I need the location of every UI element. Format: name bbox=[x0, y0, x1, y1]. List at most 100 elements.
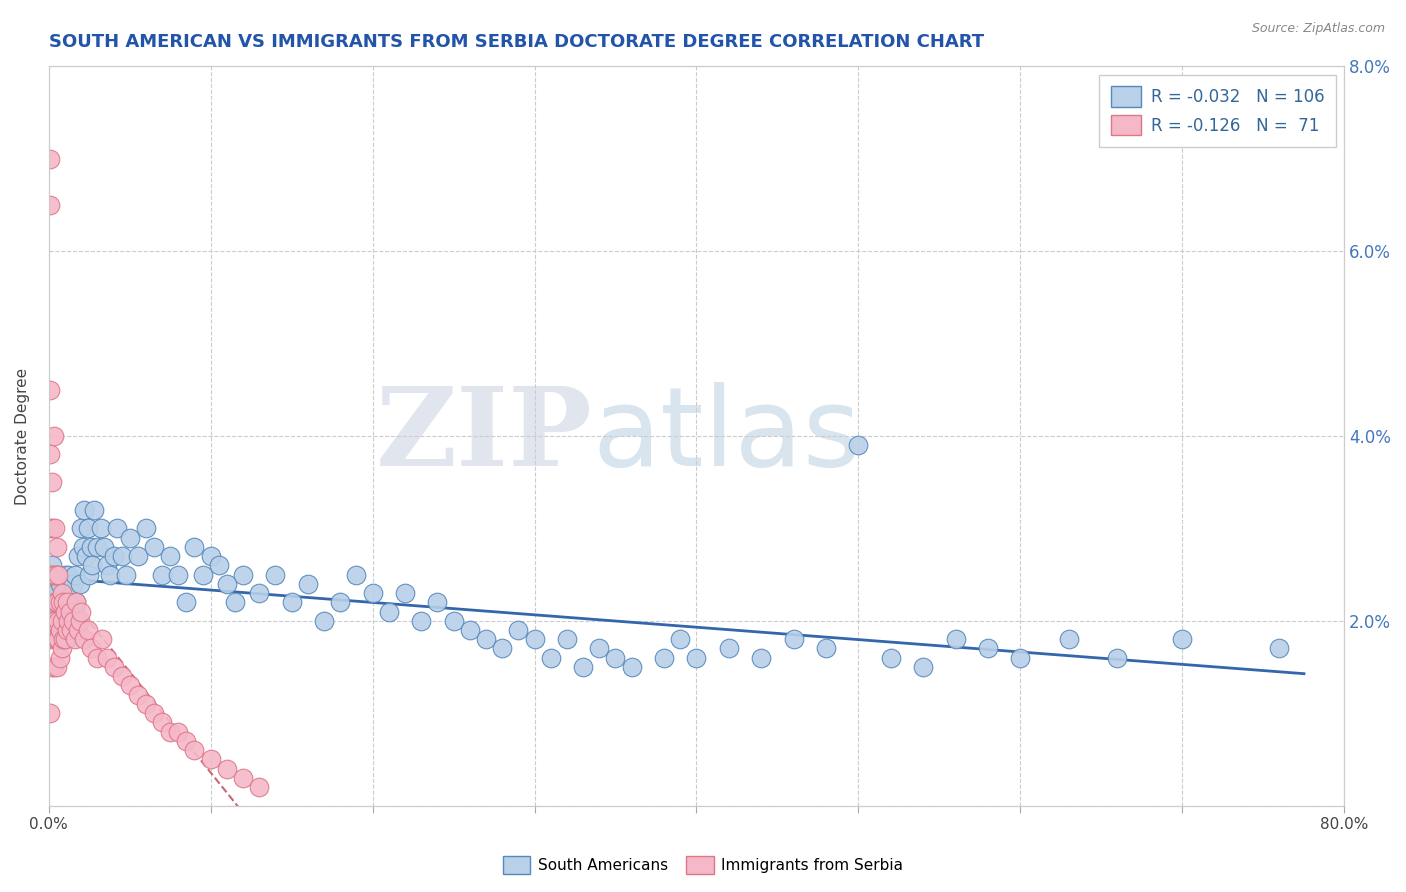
Point bbox=[76, 623, 98, 637]
Point bbox=[44, 521, 66, 535]
Point bbox=[159, 724, 181, 739]
Point bbox=[49, 650, 72, 665]
Point bbox=[72, 540, 94, 554]
Point bbox=[53, 614, 76, 628]
Point bbox=[523, 632, 546, 647]
Point bbox=[605, 650, 627, 665]
Point bbox=[42, 614, 65, 628]
Point bbox=[782, 632, 804, 647]
Point bbox=[65, 595, 87, 609]
Point bbox=[96, 558, 118, 573]
Point bbox=[150, 567, 173, 582]
Point bbox=[880, 650, 903, 665]
Text: ZIP: ZIP bbox=[375, 383, 593, 490]
Point bbox=[42, 567, 65, 582]
Point bbox=[167, 724, 190, 739]
Point bbox=[60, 623, 83, 637]
Point bbox=[491, 641, 513, 656]
Point bbox=[75, 549, 97, 563]
Point bbox=[56, 614, 79, 628]
Point bbox=[90, 521, 112, 535]
Point bbox=[183, 743, 205, 757]
Point bbox=[42, 576, 65, 591]
Point bbox=[93, 540, 115, 554]
Text: SOUTH AMERICAN VS IMMIGRANTS FROM SERBIA DOCTORATE DEGREE CORRELATION CHART: SOUTH AMERICAN VS IMMIGRANTS FROM SERBIA… bbox=[49, 33, 984, 51]
Point bbox=[176, 734, 198, 748]
Point bbox=[588, 641, 610, 656]
Point bbox=[105, 521, 128, 535]
Point bbox=[41, 558, 63, 573]
Point bbox=[264, 567, 287, 582]
Point bbox=[215, 576, 238, 591]
Point bbox=[912, 660, 935, 674]
Point bbox=[44, 586, 66, 600]
Point bbox=[572, 660, 595, 674]
Point bbox=[53, 605, 76, 619]
Point bbox=[540, 650, 562, 665]
Point bbox=[82, 558, 104, 573]
Point bbox=[135, 697, 157, 711]
Point bbox=[652, 650, 675, 665]
Point bbox=[232, 771, 254, 785]
Point bbox=[143, 706, 166, 721]
Point bbox=[620, 660, 643, 674]
Point bbox=[150, 715, 173, 730]
Point bbox=[73, 632, 96, 647]
Legend: South Americans, Immigrants from Serbia: South Americans, Immigrants from Serbia bbox=[496, 850, 910, 880]
Point bbox=[55, 632, 77, 647]
Point bbox=[200, 549, 222, 563]
Point bbox=[55, 595, 77, 609]
Point bbox=[63, 605, 86, 619]
Point bbox=[232, 567, 254, 582]
Point bbox=[176, 595, 198, 609]
Point bbox=[49, 576, 72, 591]
Point bbox=[73, 503, 96, 517]
Point bbox=[63, 567, 86, 582]
Point bbox=[39, 521, 62, 535]
Point bbox=[1057, 632, 1080, 647]
Point bbox=[49, 595, 72, 609]
Point bbox=[86, 540, 108, 554]
Text: Source: ZipAtlas.com: Source: ZipAtlas.com bbox=[1251, 22, 1385, 36]
Point bbox=[41, 614, 63, 628]
Point bbox=[1107, 650, 1129, 665]
Point bbox=[41, 521, 63, 535]
Point bbox=[52, 586, 75, 600]
Point bbox=[41, 567, 63, 582]
Legend: R = -0.032   N = 106, R = -0.126   N =  71: R = -0.032 N = 106, R = -0.126 N = 71 bbox=[1099, 75, 1336, 147]
Point bbox=[103, 660, 125, 674]
Point bbox=[329, 595, 352, 609]
Point bbox=[143, 540, 166, 554]
Point bbox=[749, 650, 772, 665]
Point bbox=[91, 632, 114, 647]
Point bbox=[669, 632, 692, 647]
Point bbox=[69, 576, 91, 591]
Point bbox=[51, 586, 73, 600]
Y-axis label: Doctorate Degree: Doctorate Degree bbox=[15, 368, 30, 505]
Point bbox=[44, 632, 66, 647]
Point bbox=[53, 632, 76, 647]
Point bbox=[60, 623, 83, 637]
Point bbox=[80, 641, 103, 656]
Point bbox=[127, 688, 149, 702]
Point bbox=[45, 614, 67, 628]
Point bbox=[110, 669, 132, 683]
Point bbox=[66, 623, 89, 637]
Point bbox=[39, 632, 62, 647]
Point bbox=[45, 595, 67, 609]
Point bbox=[83, 503, 105, 517]
Point bbox=[127, 549, 149, 563]
Point bbox=[280, 595, 302, 609]
Point bbox=[63, 632, 86, 647]
Point bbox=[443, 614, 465, 628]
Point bbox=[411, 614, 433, 628]
Point bbox=[44, 595, 66, 609]
Point bbox=[48, 567, 70, 582]
Point bbox=[555, 632, 578, 647]
Point bbox=[44, 605, 66, 619]
Point bbox=[191, 567, 214, 582]
Point bbox=[48, 632, 70, 647]
Point bbox=[42, 660, 65, 674]
Point bbox=[39, 614, 62, 628]
Point bbox=[48, 623, 70, 637]
